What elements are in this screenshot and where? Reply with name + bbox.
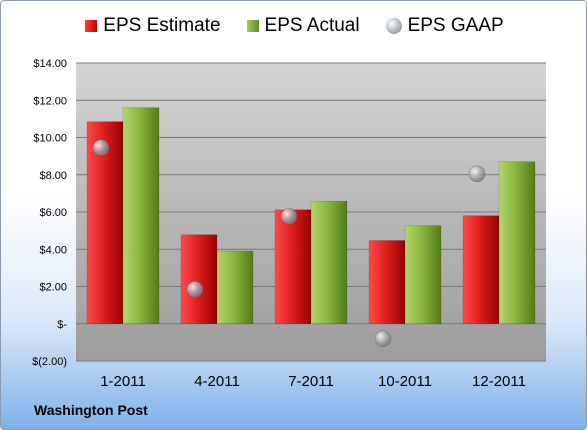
marker-eps-gaap <box>186 280 204 298</box>
y-tick-label: $6.00 <box>39 207 67 219</box>
legend-label-eps-actual: EPS Actual <box>264 15 360 36</box>
bar-eps-actual <box>216 250 254 324</box>
x-tick-label: 7-2011 <box>288 373 334 390</box>
source-label: Washington Post <box>34 402 148 418</box>
bar-eps-estimate <box>274 209 312 324</box>
legend-item-eps-gaap: EPS GAAP <box>385 15 504 37</box>
y-tick-label: $2.00 <box>39 282 67 294</box>
legend-swatch-eps-gaap <box>385 18 402 34</box>
y-tick-label: $10.00 <box>33 133 67 145</box>
legend-swatch-eps-estimate <box>85 20 98 32</box>
marker-eps-gaap <box>468 165 486 183</box>
legend-item-eps-actual: EPS Actual <box>246 15 360 37</box>
y-tick-label: $(2.00) <box>32 356 67 368</box>
marker-eps-gaap <box>280 207 298 225</box>
marker-eps-gaap <box>92 139 110 157</box>
x-tick-label: 4-2011 <box>194 373 240 390</box>
y-tick-label: $8.00 <box>39 170 67 182</box>
x-tick-label: 12-2011 <box>472 373 526 390</box>
legend-swatch-eps-actual <box>246 20 259 32</box>
x-tick-label: 10-2011 <box>378 373 432 390</box>
bar-eps-estimate <box>368 240 406 324</box>
y-tick-label: $4.00 <box>39 244 67 256</box>
y-tick-label: $12.00 <box>33 95 67 107</box>
y-tick-label: $14.00 <box>33 58 67 70</box>
x-tick-label: 1-2011 <box>100 373 146 390</box>
bar-eps-estimate <box>86 121 124 324</box>
bar-eps-actual <box>498 161 536 324</box>
marker-eps-gaap <box>374 330 392 347</box>
legend-label-eps-estimate: EPS Estimate <box>103 15 221 36</box>
y-tick-label: $- <box>57 319 67 331</box>
legend-label-eps-gaap: EPS GAAP <box>407 15 504 36</box>
bar-eps-actual <box>310 200 348 324</box>
bar-eps-estimate <box>180 234 218 324</box>
legend-item-eps-estimate: EPS Estimate <box>85 15 221 37</box>
bar-eps-estimate <box>462 215 500 325</box>
bar-eps-actual <box>122 107 160 324</box>
bar-eps-actual <box>404 225 442 324</box>
legend: EPS Estimate EPS Actual EPS GAAP <box>1 15 586 37</box>
